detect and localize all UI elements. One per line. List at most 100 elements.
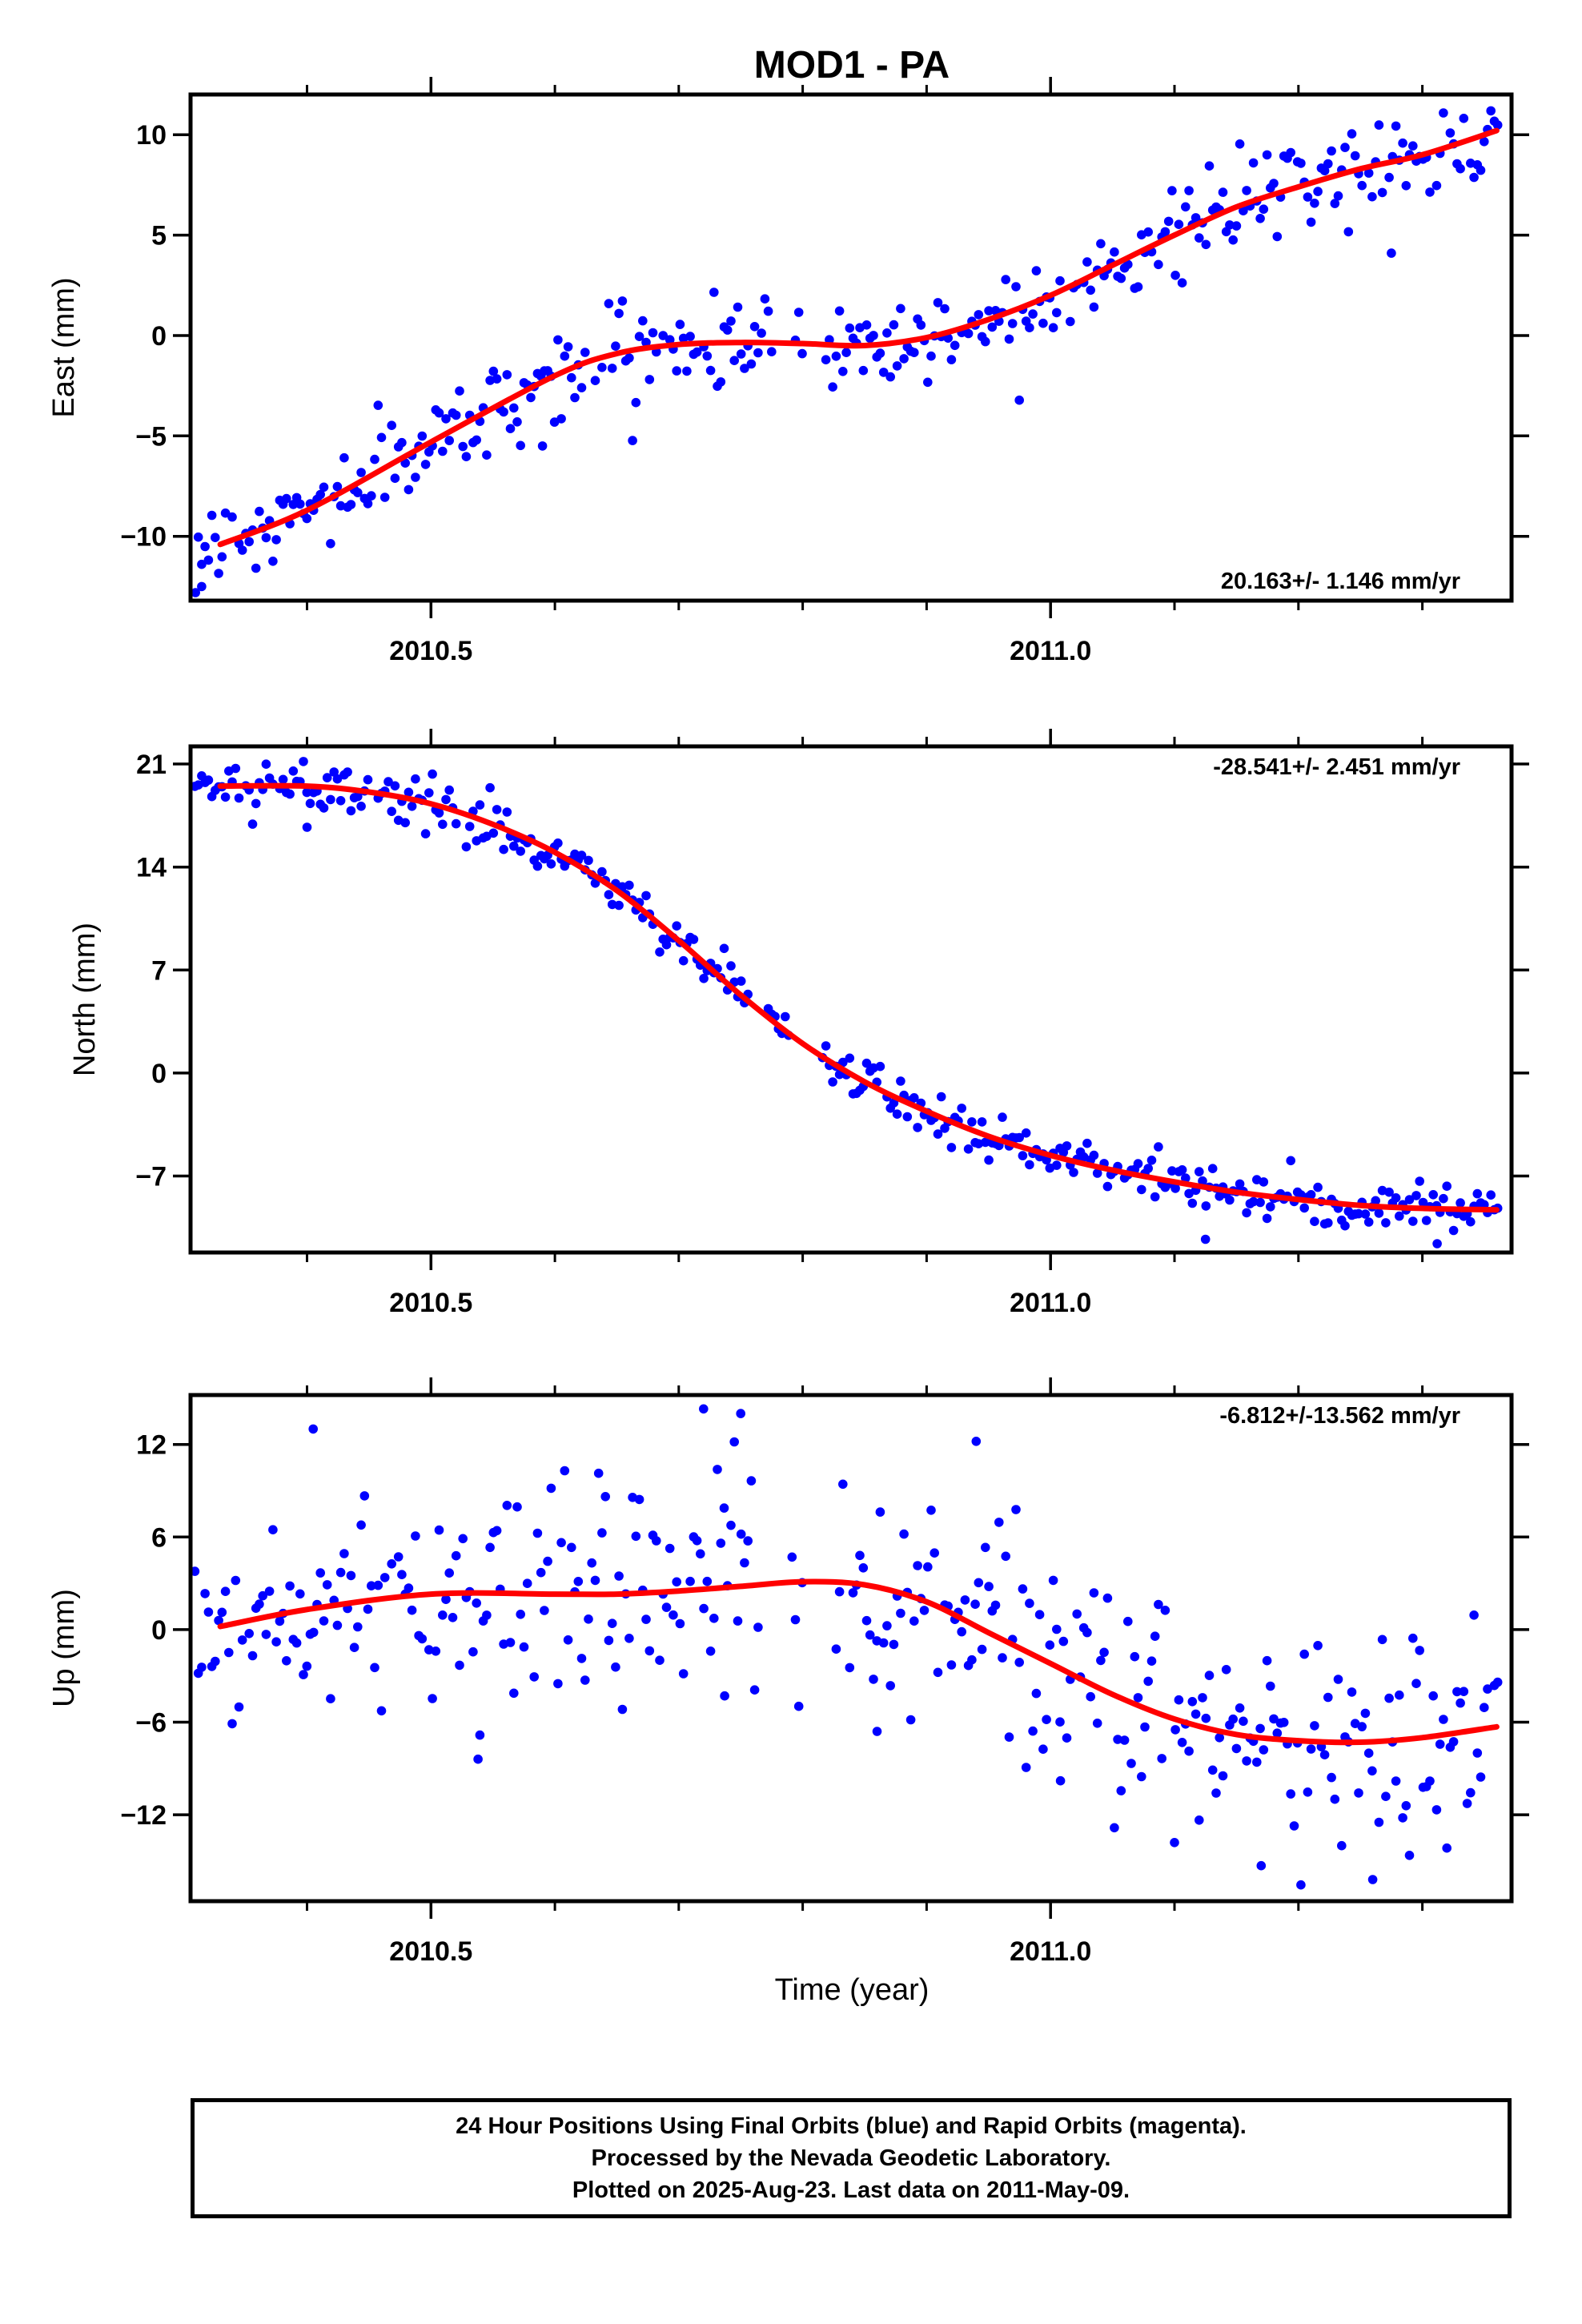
north-data-point xyxy=(1052,1160,1062,1170)
up-data-point xyxy=(861,1615,872,1626)
north-data-point xyxy=(1225,1195,1235,1205)
up-data-point xyxy=(502,1501,512,1510)
east-data-point xyxy=(1374,120,1384,130)
north-data-point xyxy=(946,1143,957,1152)
north-data-point xyxy=(1418,1197,1428,1208)
up-data-point xyxy=(838,1479,848,1490)
north-data-point xyxy=(1323,1218,1333,1228)
north-data-point xyxy=(1150,1192,1160,1202)
north-data-point xyxy=(438,819,448,830)
north-y-axis-label: North (mm) xyxy=(68,923,102,1076)
east-data-point xyxy=(984,306,994,316)
east-data-point xyxy=(417,431,428,441)
up-data-point xyxy=(1428,1691,1438,1701)
east-data-point xyxy=(597,363,607,372)
north-data-point xyxy=(305,798,315,809)
east-data-point xyxy=(499,407,508,417)
up-data-point xyxy=(1306,1744,1316,1754)
up-data-point xyxy=(431,1647,441,1656)
east-data-point xyxy=(665,335,675,345)
up-data-point xyxy=(665,1543,675,1554)
x-tick-label: 2011.0 xyxy=(1010,636,1091,666)
up-data-point xyxy=(1398,1813,1407,1823)
east-data-point xyxy=(197,559,207,569)
north-data-point xyxy=(332,774,343,784)
panel-north: 2010.5 2011.0 −7 0 7 14 21 North (mm) -28.541+/-… xyxy=(68,729,1529,1318)
north-data-point xyxy=(302,787,312,798)
east-data-point xyxy=(763,306,773,316)
panel-up: 2010.5 2011.0 −12 −6 0 6 12 Up (mm) -6.812+/-13.… xyxy=(47,1377,1529,1967)
north-data-point xyxy=(444,785,454,795)
up-data-point xyxy=(191,1566,200,1576)
up-data-point xyxy=(1154,1599,1163,1610)
east-data-point xyxy=(1459,114,1469,123)
up-data-point xyxy=(1363,1748,1374,1758)
up-data-point xyxy=(308,1627,319,1638)
up-data-point xyxy=(587,1558,596,1568)
up-data-point xyxy=(753,1622,763,1632)
east-data-point xyxy=(767,347,777,357)
up-points xyxy=(191,1404,1503,1890)
east-data-point xyxy=(502,370,512,380)
east-data-point xyxy=(1001,275,1010,284)
east-data-point xyxy=(858,365,869,376)
up-data-point xyxy=(1130,1651,1140,1662)
up-data-point xyxy=(1404,1851,1415,1860)
north-data-point xyxy=(821,1041,831,1051)
up-data-point xyxy=(1055,1717,1065,1727)
east-data-point xyxy=(367,491,376,501)
east-data-point xyxy=(339,452,349,463)
east-data-point xyxy=(675,320,685,329)
up-data-point xyxy=(553,1679,563,1689)
up-data-point xyxy=(349,1642,359,1652)
east-data-point xyxy=(1401,181,1411,191)
east-data-point xyxy=(461,452,472,461)
east-data-point xyxy=(1319,166,1330,175)
north-data-point xyxy=(1181,1173,1191,1183)
up-data-point xyxy=(713,1465,722,1474)
up-data-point xyxy=(1381,1791,1391,1801)
north-data-point xyxy=(719,943,729,954)
east-data-point xyxy=(1306,217,1316,227)
east-data-point xyxy=(950,340,960,351)
x-tick-label: 2010.5 xyxy=(389,636,472,666)
up-data-point xyxy=(875,1507,885,1517)
north-data-point xyxy=(1198,1176,1207,1186)
north-data-point xyxy=(981,1137,990,1148)
y-tick-label: 12 xyxy=(136,1430,167,1461)
y-tick-label: 6 xyxy=(151,1522,167,1553)
up-data-point xyxy=(1031,1688,1042,1699)
up-data-point xyxy=(285,1581,295,1591)
north-data-point xyxy=(1025,1160,1034,1170)
up-data-point xyxy=(1448,1737,1459,1747)
up-data-point xyxy=(1242,1756,1251,1766)
up-data-point xyxy=(845,1663,855,1673)
east-data-point xyxy=(821,355,831,365)
north-data-point xyxy=(861,1058,872,1068)
east-data-point xyxy=(1431,180,1442,191)
north-data-point xyxy=(464,822,475,831)
east-data-point xyxy=(488,366,499,376)
east-data-point xyxy=(1480,137,1489,147)
y-tick-label: 14 xyxy=(136,853,167,883)
north-data-point xyxy=(461,842,472,852)
north-data-point xyxy=(1069,1168,1078,1177)
up-data-point xyxy=(1266,1681,1275,1691)
north-data-point xyxy=(1014,1132,1024,1143)
up-data-point xyxy=(573,1577,584,1586)
up-data-point xyxy=(291,1638,302,1648)
north-data-point xyxy=(1313,1182,1323,1192)
east-data-point xyxy=(1231,221,1242,231)
up-data-point xyxy=(512,1502,522,1512)
east-data-point xyxy=(634,332,644,342)
east-data-point xyxy=(1269,179,1279,188)
east-data-point xyxy=(1052,308,1062,318)
east-data-point xyxy=(560,351,570,361)
y-tick-label: −5 xyxy=(135,421,167,452)
up-data-point xyxy=(1286,1789,1295,1799)
east-data-point xyxy=(841,348,851,358)
up-data-point xyxy=(617,1704,628,1715)
east-data-point xyxy=(882,328,892,338)
up-data-point xyxy=(363,1604,373,1614)
up-data-point xyxy=(740,1558,749,1568)
